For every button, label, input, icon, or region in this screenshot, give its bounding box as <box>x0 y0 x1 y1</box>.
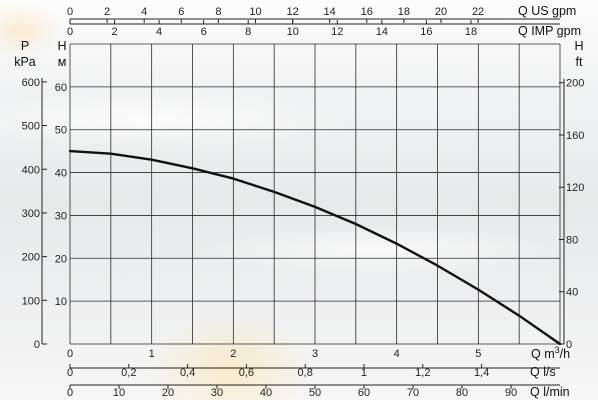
imp-gpm-tick-label: 2 <box>111 26 117 38</box>
top-axis-imp-gpm-title: Q IMP gpm <box>518 24 581 38</box>
us-gpm-tick-label: 20 <box>435 6 447 18</box>
head-ft-axis-title-h: H <box>574 39 583 53</box>
lmin-tick-label: 0 <box>67 387 73 399</box>
m3h-tick-label: 1 <box>149 348 155 360</box>
head-m-tick-label: 20 <box>55 253 67 265</box>
ls-tick-label: 0,8 <box>298 367 313 379</box>
lmin-tick-label: 20 <box>162 387 174 399</box>
ls-tick-label: 0,2 <box>121 367 136 379</box>
pressure-tick-label: 300 <box>22 208 40 220</box>
pressure-tick-label: 200 <box>22 252 40 264</box>
curve-layer <box>68 149 562 346</box>
lmin-tick-label: 40 <box>260 387 272 399</box>
imp-gpm-tick-label: 16 <box>420 26 432 38</box>
lmin-tick-label: 30 <box>211 387 223 399</box>
ls-tick-label: 0 <box>67 367 73 379</box>
head-ft-tick-label: 160 <box>566 130 584 142</box>
lmin-tick-label: 10 <box>113 387 125 399</box>
pressure-axis-title-kpa: kPa <box>14 55 36 69</box>
m3h-tick-label: 4 <box>394 348 400 360</box>
ls-tick-label: 1,4 <box>474 367 489 379</box>
m3h-tick-label: 2 <box>230 348 236 360</box>
imp-gpm-tick-label: 12 <box>331 26 343 38</box>
pressure-tick-label: 600 <box>22 77 40 89</box>
ls-tick-label: 1 <box>361 367 367 379</box>
pressure-axis-title-p: P <box>21 39 29 53</box>
us-gpm-tick-label: 12 <box>286 6 298 18</box>
us-gpm-tick-label: 8 <box>215 6 221 18</box>
head-ft-tick-label: 40 <box>566 287 578 299</box>
head-m-axis-title-h: H <box>57 39 66 53</box>
head-m-tick-label: 50 <box>55 125 67 137</box>
bottom-axis-lmin-title: Q l/min <box>530 385 570 399</box>
lmin-tick-label: 50 <box>309 387 321 399</box>
us-gpm-tick-label: 18 <box>398 6 410 18</box>
pressure-tick-label: 100 <box>22 295 40 307</box>
head-ft-tick-label: 200 <box>566 78 584 90</box>
m3h-title-sup: 3 <box>555 345 560 355</box>
head-ft-tick-label: 0 <box>566 339 572 351</box>
us-gpm-tick-label: 2 <box>104 6 110 18</box>
m3h-title-main: Q m <box>531 347 555 361</box>
ls-tick-label: 0,6 <box>239 367 254 379</box>
head-m-tick-label: 10 <box>55 296 67 308</box>
lmin-tick-label: 80 <box>456 387 468 399</box>
ls-tick-label: 0,4 <box>180 367 195 379</box>
us-gpm-tick-label: 10 <box>249 6 261 18</box>
imp-gpm-tick-label: 0 <box>67 26 73 38</box>
us-gpm-tick-label: 0 <box>67 6 73 18</box>
head-m-tick-label: 60 <box>55 82 67 94</box>
head-m-axis-title-m: м <box>58 55 67 69</box>
imp-gpm-tick-label: 14 <box>376 26 388 38</box>
pump-curve-line <box>68 149 562 346</box>
us-gpm-tick-label: 14 <box>324 6 336 18</box>
m3h-tick-label: 0 <box>67 348 73 360</box>
ls-tick-label: 1,2 <box>415 367 430 379</box>
imp-gpm-tick-label: 6 <box>201 26 207 38</box>
lmin-tick-label: 60 <box>358 387 370 399</box>
bottom-axis-m3h-title: Q m3/h <box>531 345 570 361</box>
head-m-tick-label: 40 <box>55 168 67 180</box>
imp-gpm-tick-label: 18 <box>465 26 477 38</box>
head-ft-tick-label: 120 <box>566 182 584 194</box>
imp-gpm-tick-label: 10 <box>287 26 299 38</box>
m3h-tick-label: 3 <box>312 348 318 360</box>
tick-labels: 1020304050600100200300400500600040801201… <box>22 6 585 399</box>
lmin-tick-label: 90 <box>505 387 517 399</box>
pressure-tick-label: 0 <box>34 339 40 351</box>
us-gpm-tick-label: 4 <box>141 6 147 18</box>
pressure-tick-label: 500 <box>22 121 40 133</box>
us-gpm-tick-label: 16 <box>361 6 373 18</box>
axes <box>41 18 565 389</box>
us-gpm-tick-label: 22 <box>472 6 484 18</box>
pressure-tick-label: 400 <box>22 164 40 176</box>
m3h-title-tail: /h <box>560 347 570 361</box>
lmin-tick-label: 70 <box>407 387 419 399</box>
imp-gpm-tick-label: 4 <box>156 26 162 38</box>
head-m-tick-label: 30 <box>55 210 67 222</box>
us-gpm-tick-label: 6 <box>178 6 184 18</box>
grid-lines <box>69 43 561 345</box>
m3h-tick-label: 5 <box>475 348 481 360</box>
head-ft-tick-label: 80 <box>566 234 578 246</box>
head-ft-axis-title-ft: ft <box>576 55 583 69</box>
bottom-axis-ls-title: Q l/s <box>530 365 556 379</box>
imp-gpm-tick-label: 8 <box>245 26 251 38</box>
top-axis-us-gpm-title: Q US gpm <box>518 4 576 18</box>
